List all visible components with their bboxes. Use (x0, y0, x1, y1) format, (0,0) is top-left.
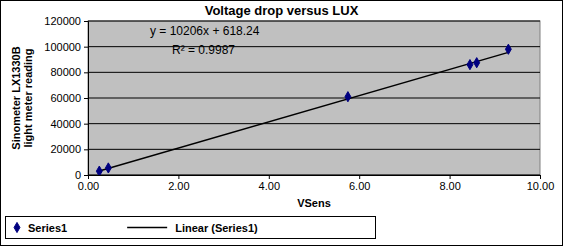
chart: 0200004000060000800001000001200000.002.0… (0, 0, 563, 246)
x-axis-line (89, 176, 541, 180)
x-tick: 6.00 (349, 175, 370, 192)
grid-line (88, 21, 540, 22)
title: Voltage drop versus LUX (205, 3, 359, 18)
plot-area (88, 21, 540, 175)
legend-marker (14, 222, 20, 232)
legend-item: Series1 (14, 222, 67, 234)
y-tick-mark (84, 72, 88, 73)
legend-label: Series1 (28, 222, 67, 234)
data-point (105, 163, 111, 173)
y-tick-label: 40000 (50, 118, 81, 130)
grid-line (88, 98, 540, 99)
annotation: R² = 0.9987 (172, 43, 235, 57)
y-axis-line (84, 22, 89, 176)
legend: Series1 Linear (Series1) (6, 217, 376, 239)
y-tick: 20000 (50, 143, 88, 155)
grid-line (88, 123, 540, 124)
chart-border (1, 1, 563, 246)
data-point (505, 44, 511, 54)
y-tick: 40000 (50, 118, 88, 130)
x-axis: 0.00 2.00 4.00 6.00 8.00 10.00 (78, 175, 554, 192)
x-tick: 0.00 (78, 175, 99, 192)
y-tick-mark (84, 47, 88, 48)
y-axis: 020000400006000080000100000120000 (44, 15, 88, 181)
legend-box (6, 217, 376, 239)
annotation: y = 10206x + 618.24 (150, 24, 260, 38)
x-tick-label: 10.00 (527, 180, 555, 192)
y-tick: 80000 (50, 66, 88, 78)
data-point (96, 166, 102, 175)
data-point (474, 58, 480, 68)
trend-line (99, 52, 508, 171)
grid-line (88, 46, 540, 47)
x-tick-mark (178, 175, 179, 179)
y-tick: 60000 (50, 92, 88, 104)
x-tick: 10.00 (527, 175, 555, 192)
y-axis-title: Sinometer LX1330Blight meter reading (10, 46, 35, 149)
x-tick-label: 8.00 (439, 180, 460, 192)
y-tick-label: 60000 (50, 92, 81, 104)
x-tick-mark (450, 175, 451, 179)
x-axis-title: VSens (297, 197, 331, 209)
x-tick: 4.00 (259, 175, 280, 192)
x-tick: 8.00 (439, 175, 460, 192)
legend-item: Linear (Series1) (127, 222, 258, 234)
y-tick-mark (84, 175, 88, 176)
x-tick-mark (359, 175, 360, 179)
marks (96, 44, 511, 175)
legend-label: Linear (Series1) (175, 222, 258, 234)
y-tick-mark (84, 21, 88, 22)
y-tick-label: 20000 (50, 143, 81, 155)
data-point (467, 60, 473, 70)
y-tick-label: 120000 (44, 15, 81, 27)
x-tick-label: 6.00 (349, 180, 370, 192)
x-tick-label: 4.00 (259, 180, 280, 192)
x-tick-mark (269, 175, 270, 179)
x-tick-label: 2.00 (168, 180, 189, 192)
x-tick: 2.00 (168, 175, 189, 192)
y-tick-mark (84, 149, 88, 150)
legend-line (127, 227, 167, 229)
grid (88, 21, 540, 175)
y-tick: 100000 (44, 41, 88, 53)
y-tick: 120000 (44, 15, 88, 27)
y-tick-label: 100000 (44, 41, 81, 53)
x-tick-label: 0.00 (78, 180, 99, 192)
x-tick-mark (88, 175, 89, 179)
y-tick-mark (84, 124, 88, 125)
y-tick-label: 80000 (50, 66, 81, 78)
grid-line (88, 149, 540, 150)
x-tick-mark (540, 175, 541, 179)
grid-line (88, 72, 540, 73)
data-point (345, 92, 351, 102)
y-tick-mark (84, 98, 88, 99)
